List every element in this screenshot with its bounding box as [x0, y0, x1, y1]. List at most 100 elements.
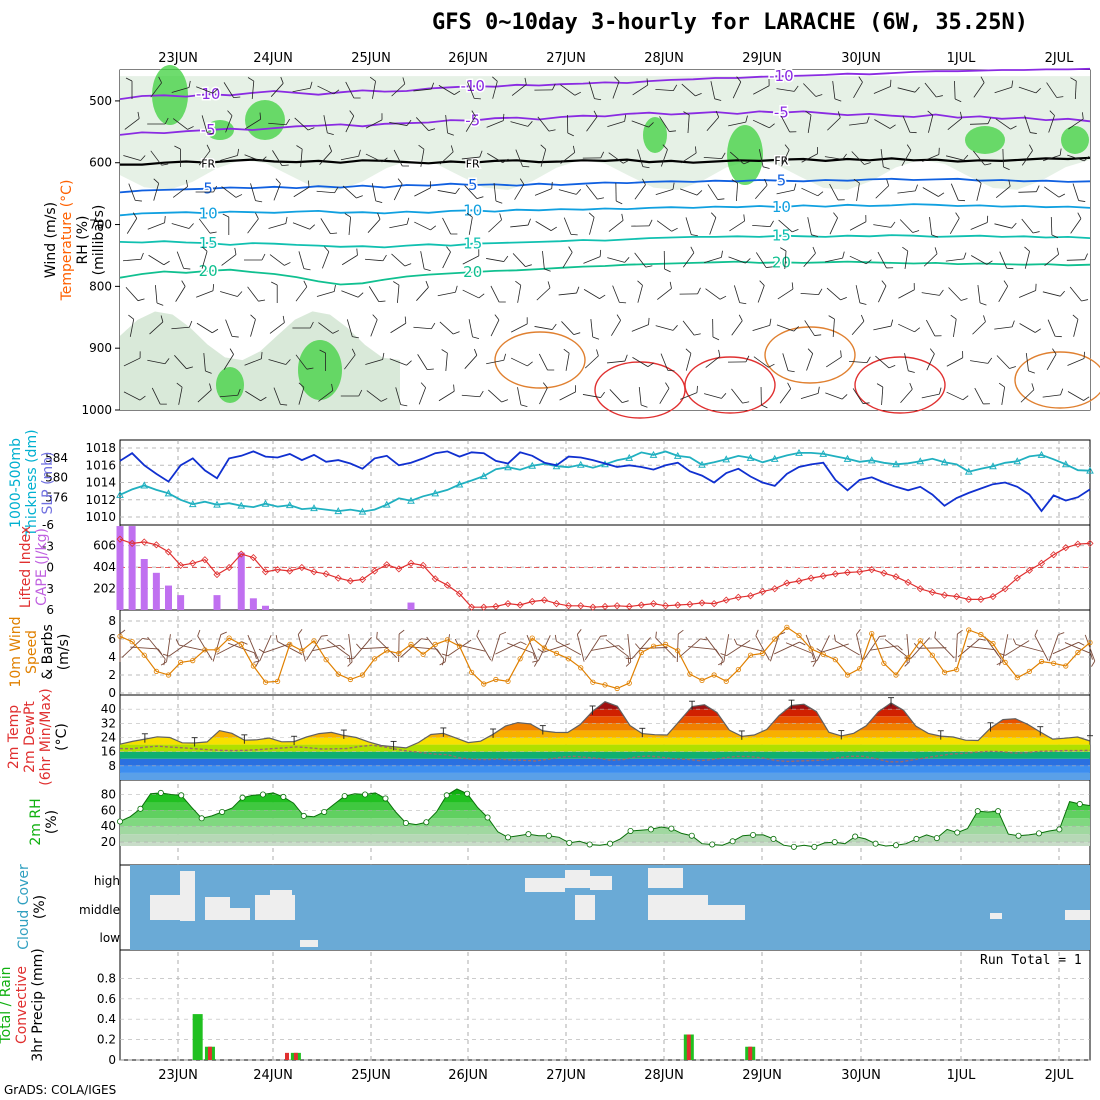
wind-barb: [292, 321, 314, 329]
date-label-bottom: 27JUN: [546, 1068, 586, 1083]
li-tick-label: 3: [46, 582, 54, 596]
wind-barb: [975, 178, 982, 201]
surface-wind-barb: [121, 638, 149, 658]
temp-tick-label: 24: [101, 731, 116, 745]
wind-barb: [1042, 388, 1064, 398]
wind-barb: [438, 85, 461, 95]
wind-barb: [1050, 216, 1059, 239]
wind-barb: [612, 285, 627, 304]
thickness-marker: [940, 458, 949, 466]
wind-barb: [826, 287, 847, 301]
precip-convective-bar: [285, 1052, 289, 1060]
wind-barb: [1069, 286, 1089, 302]
li-marker: [528, 597, 536, 606]
cloud-block: [205, 897, 230, 920]
rh-marker: [893, 842, 900, 849]
li-marker: [601, 602, 609, 611]
surface-wind-barb: [955, 629, 963, 663]
wind-barb: [437, 187, 460, 194]
wind-barb: [364, 254, 387, 262]
wind-barb: [729, 151, 751, 165]
rh-band: [120, 826, 1090, 835]
rh-marker: [1015, 832, 1022, 839]
wind-barb: [995, 118, 1017, 130]
li-marker: [662, 602, 670, 610]
wind-barb: [922, 147, 940, 162]
wind-barb: [921, 289, 944, 296]
panel-label-wind10: 10m WindSpeed& Barbs(m/s): [8, 616, 72, 687]
wind-barb: [655, 84, 678, 92]
wind-barb: [632, 78, 649, 96]
thickness-marker: [188, 500, 197, 508]
rh-marker: [321, 808, 328, 815]
surface-wind-barb: [996, 634, 1009, 666]
wind-barb: [270, 76, 284, 97]
panel-label-line: RH (%): [75, 216, 91, 265]
wind-barb: [994, 320, 1015, 330]
wind-barb: [682, 246, 695, 268]
cloud-block: [648, 895, 708, 920]
temperature-band: [120, 702, 1090, 710]
wind-speed-marker: [444, 637, 450, 643]
temperature-contour-label: 15: [199, 234, 218, 252]
li-tick-label: 6: [46, 603, 54, 617]
li-marker: [164, 548, 173, 556]
precip-tick-label: 0: [108, 1053, 116, 1067]
wind-barb: [389, 119, 412, 126]
surface-wind-barb: [1084, 634, 1096, 667]
li-marker: [868, 566, 876, 574]
wind-speed-marker: [699, 677, 705, 684]
panel-label-line: (%): [44, 810, 60, 834]
wind-barb: [947, 111, 963, 130]
wind-barb: [172, 179, 188, 198]
wind-speed-marker: [323, 657, 329, 663]
wind-barb: [219, 388, 241, 398]
thickness-marker: [213, 500, 221, 508]
wind-barb: [318, 383, 334, 402]
li-marker: [843, 568, 852, 577]
li-marker: [480, 603, 488, 611]
wind-barb: [851, 314, 865, 336]
wind-speed-marker: [796, 632, 802, 639]
rh-marker: [668, 825, 675, 832]
wind-barb: [247, 77, 255, 100]
wind-barb: [318, 322, 339, 334]
wind-barb: [727, 355, 750, 363]
li-marker: [819, 572, 827, 580]
wind-speed-marker: [869, 630, 875, 637]
wind-barb: [660, 353, 675, 372]
wind-speed-marker: [372, 656, 378, 662]
panel-label-line: 10m Wind: [8, 616, 24, 687]
wind-barb: [612, 76, 620, 99]
panel-label-line: 2m RH: [28, 798, 44, 845]
li-marker: [589, 603, 597, 611]
thickness-marker: [164, 489, 173, 497]
rh-marker: [831, 839, 838, 846]
wind-barb: [295, 280, 308, 302]
wind-barb: [875, 355, 896, 369]
wind-barb: [828, 315, 835, 338]
wind-barb: [824, 153, 847, 160]
wind-barb: [316, 186, 339, 194]
cape-bar: [407, 602, 415, 610]
wind-barb: [874, 119, 896, 129]
li-marker: [516, 601, 524, 609]
temperature-contour-label: -5: [201, 121, 216, 139]
wind-barb: [510, 218, 531, 228]
li-marker: [225, 563, 233, 572]
thickness-tick-label: 576: [45, 490, 68, 504]
rh-marker: [995, 808, 1002, 815]
wind-barb: [559, 385, 577, 401]
rh-marker: [770, 835, 777, 842]
temperature-contour-label: 15: [772, 227, 791, 245]
page-title: GFS 0~10day 3-hourly for LARACHE (6W, 35…: [432, 10, 1029, 35]
wind-barb: [853, 178, 860, 201]
wind-speed-marker: [675, 648, 681, 654]
wind-barb: [155, 284, 164, 306]
temp-tick-label: 40: [101, 702, 116, 716]
cloud-block: [255, 895, 295, 920]
wind-barb: [441, 349, 448, 372]
li-marker: [1050, 551, 1058, 559]
wind-barb: [342, 185, 363, 199]
wind-speed-marker: [432, 641, 438, 648]
